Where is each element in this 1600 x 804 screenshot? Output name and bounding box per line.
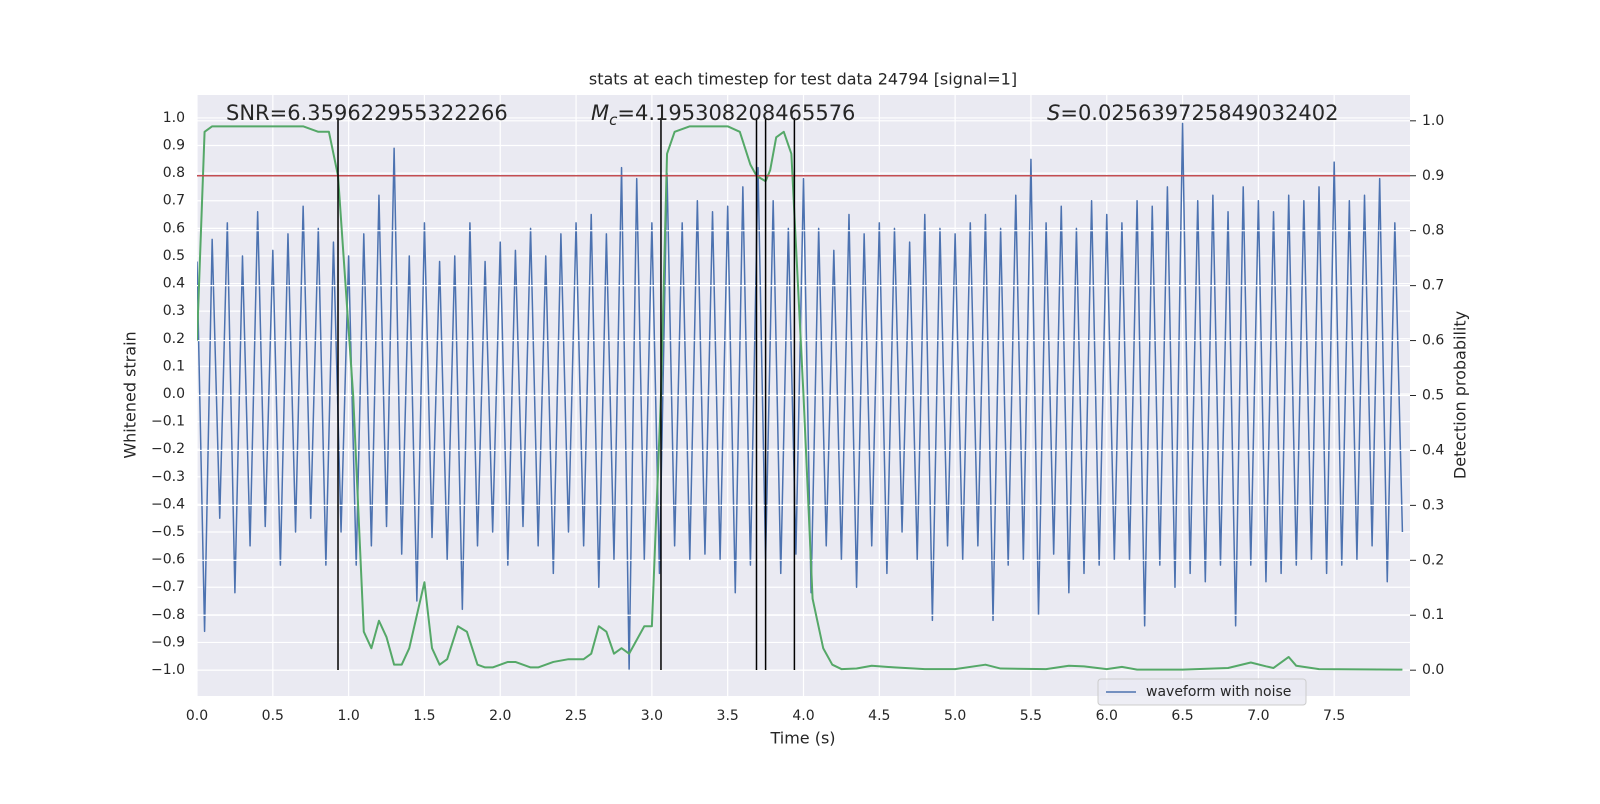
- x-tick-label: 2.0: [489, 708, 511, 724]
- y-tick-label: 0.1: [163, 358, 185, 374]
- x-tick-label: 5.5: [1020, 708, 1042, 724]
- annotation-text: SNR=6.359622955322266: [226, 101, 508, 125]
- x-tick-label: 0.0: [186, 708, 208, 724]
- legend-box: [1097, 678, 1307, 706]
- y-tick-label: −0.1: [151, 414, 185, 430]
- plot-layer: [197, 95, 1410, 696]
- annotation-text: =0.025639725849032402: [1060, 101, 1338, 125]
- y2-tick-label: 0.5: [1422, 388, 1444, 404]
- y-tick-label: 0.3: [163, 303, 185, 319]
- y-tick-label: −0.4: [151, 496, 185, 512]
- legend-label: waveform with noise: [1146, 684, 1291, 700]
- y2-tick-label: 0.1: [1422, 607, 1444, 623]
- x-tick-label: 1.0: [337, 708, 359, 724]
- y-tick-label: −0.2: [151, 441, 185, 457]
- y-tick-label: 0.8: [163, 165, 185, 181]
- legend: waveform with noise: [1097, 678, 1307, 706]
- x-tick-label: 5.0: [944, 708, 966, 724]
- annotation: Mc=4.195308208465576: [591, 101, 855, 129]
- y2-tick-label: 0.0: [1422, 662, 1444, 678]
- y-axis-label: Whitened strain: [121, 331, 140, 458]
- x-tick-label: 6.5: [1171, 708, 1193, 724]
- y2-axis-label: Detection probability: [1451, 311, 1470, 479]
- y2-tick-label: 0.2: [1422, 552, 1444, 568]
- x-tick-label: 1.5: [413, 708, 435, 724]
- x-tick-label: 4.5: [868, 708, 890, 724]
- y2-tick-label: 0.8: [1422, 223, 1444, 239]
- y-tick-label: 0.9: [163, 138, 185, 154]
- x-tick-label: 6.0: [1096, 708, 1118, 724]
- annotation-symbol: M: [591, 101, 609, 125]
- x-tick-label: 7.5: [1323, 708, 1345, 724]
- y-tick-label: −0.6: [151, 552, 185, 568]
- x-tick-label: 4.0: [792, 708, 814, 724]
- y-tick-label: −0.7: [151, 579, 185, 595]
- y2-tick-label: 0.3: [1422, 497, 1444, 513]
- x-axis-label: Time (s): [769, 729, 835, 748]
- y2-tick-label: 1.0: [1422, 113, 1444, 129]
- y-tick-label: 0.6: [163, 220, 185, 236]
- y-tick-label: 0.4: [163, 276, 185, 292]
- annotation-text: =4.195308208465576: [617, 101, 855, 125]
- x-tick-label: 3.5: [717, 708, 739, 724]
- y-tick-label: 0.2: [163, 331, 185, 347]
- y-tick-label: −0.3: [151, 469, 185, 485]
- y-tick-label: −0.8: [151, 607, 185, 623]
- y-tick-label: −0.9: [151, 634, 185, 650]
- y2-tick-label: 0.9: [1422, 168, 1444, 184]
- annotation: S=0.025639725849032402: [1047, 101, 1338, 125]
- y2-tick-label: 0.6: [1422, 333, 1444, 349]
- annotation: SNR=6.359622955322266: [226, 101, 508, 125]
- y-tick-label: 0.7: [163, 193, 185, 209]
- y-tick-label: −0.5: [151, 524, 185, 540]
- y-tick-label: −1.0: [151, 662, 185, 678]
- y2-tick-label: 0.7: [1422, 278, 1444, 294]
- x-tick-label: 2.5: [565, 708, 587, 724]
- probability-line: [197, 125, 1403, 671]
- y-tick-label: 1.0: [163, 110, 185, 126]
- annotation-subscript: c: [609, 111, 618, 129]
- y-tick-label: 0.0: [163, 386, 185, 402]
- x-tick-label: 0.5: [262, 708, 284, 724]
- waveform-line: [197, 122, 1404, 671]
- chart-title: stats at each timestep for test data 247…: [589, 70, 1017, 89]
- annotation-symbol: S: [1047, 101, 1060, 125]
- y-tick-label: 0.5: [163, 248, 185, 264]
- x-tick-label: 7.0: [1247, 708, 1269, 724]
- x-tick-label: 3.0: [641, 708, 663, 724]
- y2-tick-label: 0.4: [1422, 442, 1444, 458]
